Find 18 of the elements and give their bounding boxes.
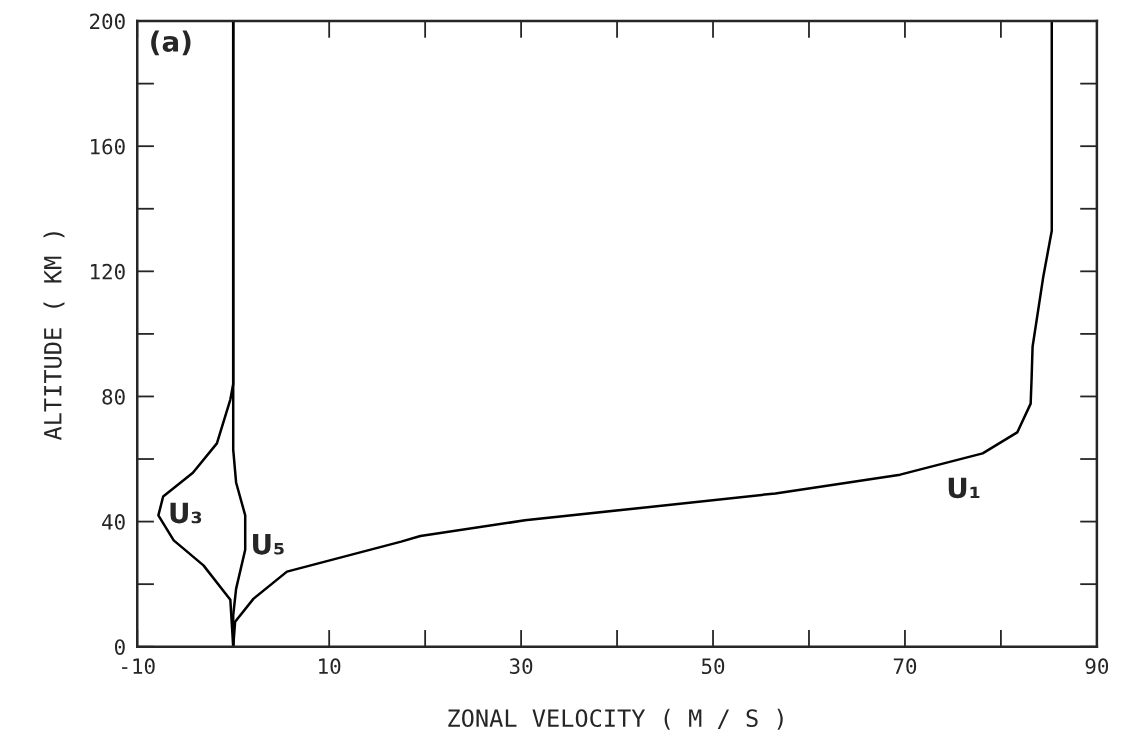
x-tick-label: 70 [893, 658, 917, 675]
y-axis-title: ALTITUDE ( KM ) [43, 232, 65, 441]
x-tick-label: 50 [701, 658, 725, 675]
x-axis-title: ZONAL VELOCITY ( M / S ) [448, 708, 783, 730]
y-tick-label: 200 [90, 13, 125, 30]
x-tick-label: -10 [122, 658, 155, 675]
x-tick-label: 90 [1085, 658, 1109, 675]
x-tick-label: 10 [319, 658, 341, 675]
annotation: U₃ [170, 502, 202, 524]
y-tick-label: 40 [102, 514, 125, 530]
annotation: U₅ [253, 534, 284, 555]
y-tick-label: 160 [91, 138, 125, 155]
x-tick-label: 30 [509, 658, 533, 675]
y-tick-label: 0 [114, 639, 125, 655]
annotation: U₁ [948, 477, 980, 499]
y-tick-label: 120 [91, 263, 125, 280]
annotation: (a) [151, 30, 191, 56]
y-tick-label: 80 [102, 388, 125, 405]
